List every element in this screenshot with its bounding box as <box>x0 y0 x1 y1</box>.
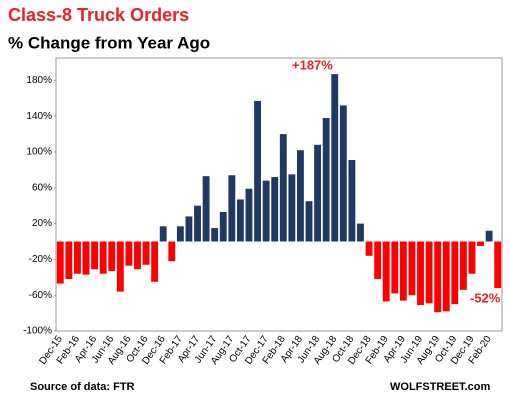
bar <box>417 241 424 306</box>
bar <box>125 241 133 266</box>
bar <box>434 241 442 313</box>
bar <box>399 241 407 301</box>
bar <box>485 230 493 242</box>
bar <box>365 241 373 256</box>
bar <box>168 241 176 262</box>
bar <box>477 241 484 246</box>
bar <box>314 144 322 242</box>
bar <box>151 241 159 282</box>
bar <box>228 175 236 242</box>
bar <box>236 199 244 242</box>
bar <box>202 176 210 242</box>
annotation: +187% <box>292 57 333 72</box>
y-tick-label: 20% <box>32 218 52 229</box>
y-tick-label: -60% <box>29 290 52 301</box>
bar <box>459 241 467 290</box>
bar <box>279 134 287 242</box>
chart-subtitle: % Change from Year Ago <box>8 33 210 52</box>
bar <box>245 188 253 242</box>
chart-title: Class-8 Truck Orders <box>8 5 189 25</box>
bar <box>374 241 382 280</box>
bar <box>468 241 476 274</box>
bar <box>425 241 433 304</box>
bar <box>211 228 219 242</box>
bar <box>288 174 296 242</box>
y-tick-label: 100% <box>26 147 52 158</box>
y-tick-label: -100% <box>23 326 52 337</box>
bar <box>382 241 390 302</box>
bar <box>331 74 339 242</box>
bar <box>134 241 141 270</box>
bar <box>82 241 90 275</box>
bar <box>91 241 99 270</box>
bar <box>194 205 201 242</box>
annotation: -52% <box>470 290 501 305</box>
bar <box>142 241 150 265</box>
bar <box>116 241 124 292</box>
bar <box>348 160 356 242</box>
bar <box>159 226 167 242</box>
bar <box>391 241 399 294</box>
bar <box>56 241 64 284</box>
bar <box>99 241 107 274</box>
source: Source of data: FTR <box>30 381 135 393</box>
bar <box>357 223 364 242</box>
bar <box>74 241 81 274</box>
bar <box>408 241 416 296</box>
y-tick-label: 60% <box>32 182 52 193</box>
bar <box>451 241 459 305</box>
bar <box>65 241 73 280</box>
y-tick-label: -20% <box>29 254 52 265</box>
plot-frame <box>55 57 503 332</box>
bar <box>322 117 330 242</box>
bar <box>176 226 184 242</box>
y-tick-label: 180% <box>26 75 52 86</box>
bar <box>271 177 279 242</box>
bar <box>219 211 227 242</box>
bar <box>494 241 502 289</box>
bar <box>305 201 313 242</box>
y-tick-label: 140% <box>26 111 52 122</box>
bar <box>262 180 270 242</box>
bar <box>254 100 261 242</box>
bar <box>339 105 347 242</box>
bar <box>108 241 116 272</box>
bar <box>442 241 450 312</box>
bar <box>185 216 193 242</box>
bar <box>297 150 304 242</box>
credit: WOLFSTREET.com <box>390 381 490 393</box>
